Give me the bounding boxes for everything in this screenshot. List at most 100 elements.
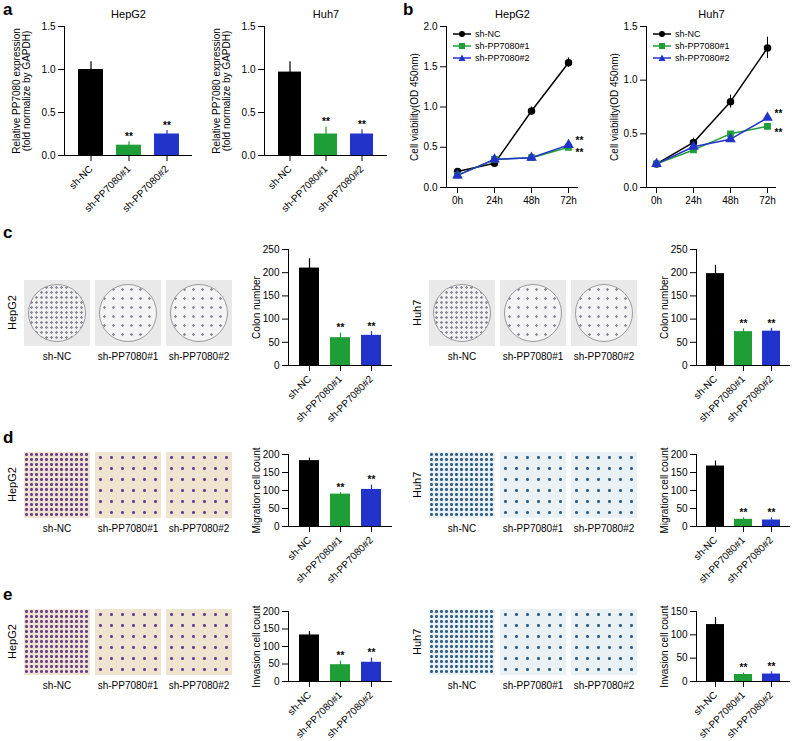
svg-text:200: 200 [671, 449, 688, 460]
svg-text:1.5: 1.5 [242, 21, 256, 32]
svg-text:0.0: 0.0 [424, 182, 438, 193]
svg-text:**: ** [768, 661, 776, 672]
svg-text:**: ** [368, 321, 376, 332]
svg-text:250: 250 [263, 244, 280, 255]
svg-text:**: ** [576, 135, 584, 146]
svg-text:sh-NC: sh-NC [67, 163, 95, 191]
svg-text:sh-NC: sh-NC [266, 163, 294, 191]
svg-text:Invasion cell count: Invasion cell count [251, 605, 262, 687]
svg-text:Relative PP7080 expression(fol: Relative PP7080 expression(fold normaliz… [211, 28, 232, 154]
svg-text:**: ** [740, 662, 748, 673]
svg-text:Migration cell count: Migration cell count [251, 447, 262, 533]
svg-text:sh-NC: sh-NC [285, 689, 313, 717]
svg-text:HepG2: HepG2 [495, 8, 530, 20]
svg-text:**: ** [337, 482, 345, 493]
svg-text:**: ** [740, 507, 748, 518]
svg-text:48h: 48h [722, 195, 739, 206]
svg-text:100: 100 [263, 641, 280, 652]
svg-text:0: 0 [274, 360, 280, 371]
svg-text:Huh7: Huh7 [313, 8, 339, 20]
svg-text:**: ** [740, 318, 748, 329]
svg-text:**: ** [576, 147, 584, 158]
svg-text:**: ** [775, 127, 783, 138]
svg-text:200: 200 [263, 606, 280, 617]
svg-text:150: 150 [671, 467, 688, 478]
svg-text:24h: 24h [685, 195, 702, 206]
svg-text:sh-PP7080#2: sh-PP7080#2 [325, 373, 376, 424]
svg-text:1.0: 1.0 [424, 101, 438, 112]
svg-text:1.5: 1.5 [624, 21, 638, 32]
svg-text:50: 50 [268, 337, 280, 348]
svg-text:sh-PP7080#2: sh-PP7080#2 [325, 689, 376, 740]
svg-text:sh-PP7080#2: sh-PP7080#2 [725, 373, 776, 424]
svg-text:sh-PP7080#2: sh-PP7080#2 [120, 163, 171, 214]
svg-text:1.5: 1.5 [424, 61, 438, 72]
svg-text:**: ** [125, 131, 133, 142]
svg-text:100: 100 [263, 485, 280, 496]
svg-text:1.0: 1.0 [624, 74, 638, 85]
svg-text:0: 0 [274, 521, 280, 532]
svg-text:0.5: 0.5 [424, 141, 438, 152]
svg-text:sh-NC: sh-NC [285, 534, 313, 562]
svg-text:24h: 24h [486, 195, 503, 206]
svg-text:**: ** [775, 108, 783, 119]
svg-text:100: 100 [263, 313, 280, 324]
svg-text:**: ** [337, 650, 345, 661]
svg-text:250: 250 [671, 244, 688, 255]
svg-text:150: 150 [263, 290, 280, 301]
svg-text:1.0: 1.0 [242, 64, 256, 75]
svg-text:**: ** [368, 474, 376, 485]
svg-text:0h: 0h [452, 195, 463, 206]
svg-text:200: 200 [671, 267, 688, 278]
svg-text:1.0: 1.0 [42, 64, 56, 75]
svg-text:**: ** [163, 120, 171, 131]
svg-text:Relative PP7080 expression(fol: Relative PP7080 expression(fold normaliz… [11, 28, 32, 154]
svg-text:sh-PP7080#2: sh-PP7080#2 [325, 534, 376, 585]
svg-text:0: 0 [274, 676, 280, 687]
svg-text:72h: 72h [759, 195, 776, 206]
svg-text:0: 0 [682, 676, 688, 687]
svg-text:**: ** [768, 507, 776, 518]
svg-text:100: 100 [671, 313, 688, 324]
svg-text:0.0: 0.0 [42, 150, 56, 161]
svg-text:0.5: 0.5 [242, 107, 256, 118]
svg-text:200: 200 [263, 267, 280, 278]
svg-text:Colon number: Colon number [659, 275, 670, 338]
svg-text:50: 50 [268, 658, 280, 669]
svg-text:sh-NC: sh-NC [285, 373, 313, 401]
svg-text:150: 150 [263, 467, 280, 478]
svg-text:150: 150 [671, 290, 688, 301]
svg-text:Invasion cell count: Invasion cell count [659, 605, 670, 687]
svg-text:100: 100 [671, 629, 688, 640]
svg-text:48h: 48h [523, 195, 540, 206]
svg-text:150: 150 [671, 606, 688, 617]
svg-text:1.5: 1.5 [42, 21, 56, 32]
svg-text:2.0: 2.0 [424, 21, 438, 32]
svg-text:Cell viability(OD 450nm): Cell viability(OD 450nm) [609, 53, 620, 161]
svg-text:0.5: 0.5 [42, 107, 56, 118]
svg-text:0: 0 [682, 360, 688, 371]
svg-text:HepG2: HepG2 [111, 8, 146, 20]
svg-text:0.0: 0.0 [242, 150, 256, 161]
svg-text:0h: 0h [651, 195, 662, 206]
svg-text:72h: 72h [560, 195, 577, 206]
svg-text:**: ** [322, 116, 330, 127]
svg-text:50: 50 [268, 503, 280, 514]
svg-text:Cell viability(OD 450nm): Cell viability(OD 450nm) [409, 53, 420, 161]
svg-text:200: 200 [263, 449, 280, 460]
svg-text:**: ** [368, 647, 376, 658]
svg-text:sh-PP7080#2: sh-PP7080#2 [725, 534, 776, 585]
svg-text:Huh7: Huh7 [698, 8, 724, 20]
svg-text:sh-PP7080#2: sh-PP7080#2 [725, 689, 776, 740]
svg-text:**: ** [358, 119, 366, 130]
svg-text:0.0: 0.0 [624, 182, 638, 193]
svg-text:0.5: 0.5 [624, 128, 638, 139]
svg-text:0: 0 [682, 521, 688, 532]
svg-text:100: 100 [671, 485, 688, 496]
svg-text:**: ** [337, 322, 345, 333]
svg-text:150: 150 [263, 623, 280, 634]
svg-text:50: 50 [676, 652, 688, 663]
svg-text:Migration cell count: Migration cell count [659, 447, 670, 533]
svg-text:sh-PP7080#2: sh-PP7080#2 [315, 163, 366, 214]
svg-text:**: ** [768, 318, 776, 329]
